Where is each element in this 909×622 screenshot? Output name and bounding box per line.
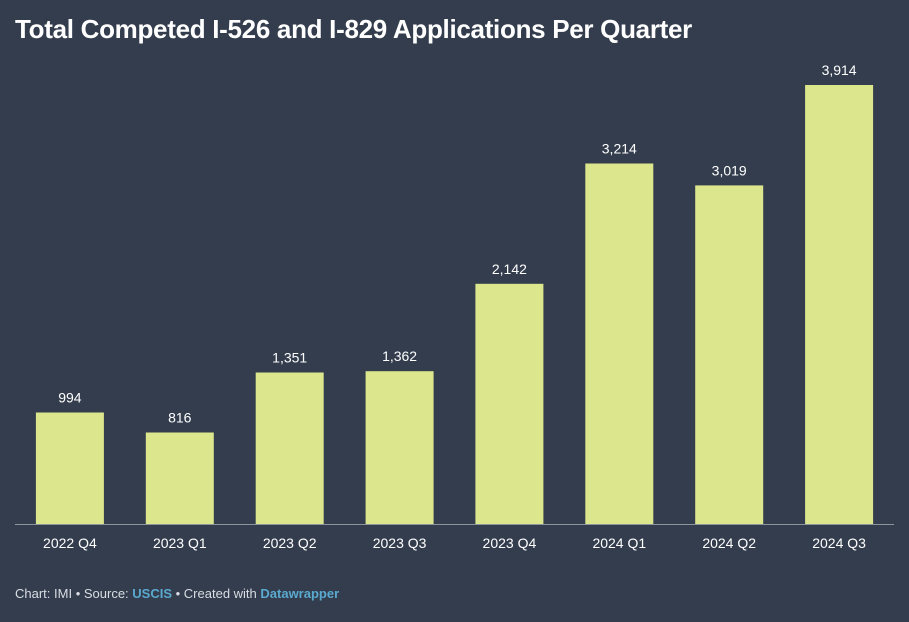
footer-created-prefix: Created with	[183, 586, 261, 601]
category-label: 2024 Q3	[812, 535, 866, 551]
value-label: 1,362	[382, 348, 417, 364]
bar-2023-q4	[475, 283, 544, 524]
value-label: 3,914	[822, 62, 857, 78]
category-label: 2024 Q1	[592, 535, 646, 551]
value-label: 994	[58, 390, 82, 406]
bar-2024-q3	[805, 85, 874, 524]
chart-footer: Chart: IMI • Source: USCIS • Created wit…	[15, 586, 339, 601]
bar-chart: 994 2022 Q4 816 2023 Q1 1,351 2023 Q2 1,362 202…	[15, 62, 894, 551]
bar-2023-q1	[145, 432, 214, 524]
category-label: 2023 Q4	[483, 535, 537, 551]
source-link[interactable]: USCIS	[132, 586, 173, 601]
category-label: 2023 Q1	[153, 535, 207, 551]
footer-separator: •	[72, 586, 84, 601]
footer-source-prefix: Source:	[83, 586, 133, 601]
value-label: 1,351	[272, 350, 307, 366]
category-label: 2023 Q3	[373, 535, 427, 551]
bar-2024-q1	[585, 163, 654, 524]
bar-2023-q2	[255, 372, 324, 524]
footer-chart-credit: Chart: IMI	[15, 586, 73, 601]
datawrapper-link[interactable]: Datawrapper	[260, 586, 340, 601]
value-label: 2,142	[492, 261, 527, 277]
bar-2024-q2	[695, 185, 764, 524]
value-label: 3,019	[712, 162, 747, 178]
bar-2023-q3	[365, 371, 434, 524]
chart-title: Total Competed I-526 and I-829 Applicati…	[15, 14, 692, 44]
value-label: 816	[168, 410, 192, 426]
category-label: 2023 Q2	[263, 535, 317, 551]
category-label: 2022 Q4	[43, 535, 97, 551]
category-label: 2024 Q2	[702, 535, 756, 551]
footer-separator: •	[172, 586, 184, 601]
bar-2022-q4	[35, 412, 104, 524]
value-label: 3,214	[602, 141, 637, 157]
